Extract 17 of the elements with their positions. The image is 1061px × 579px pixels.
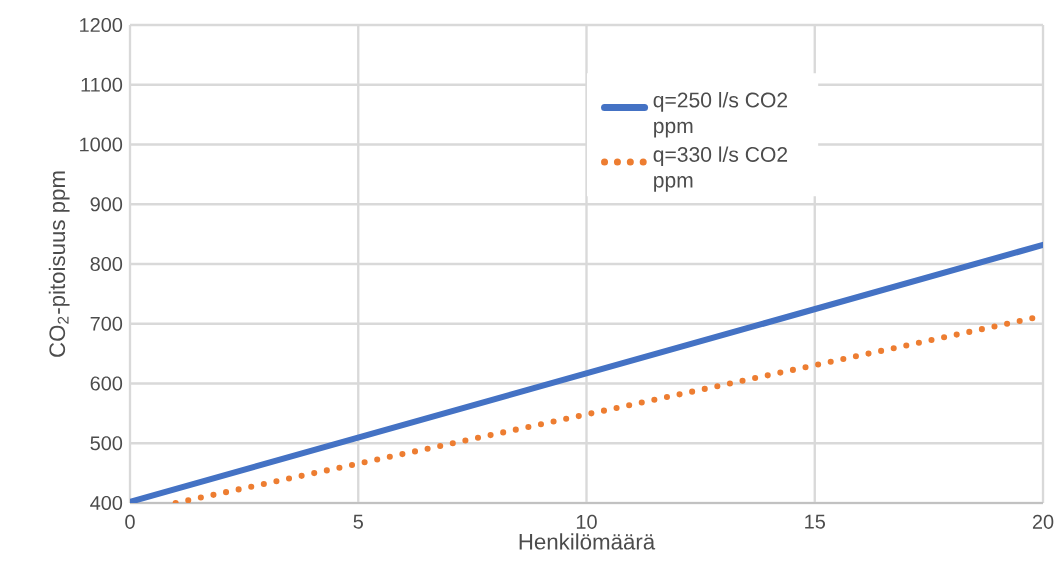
x-tick-label: 5 xyxy=(353,514,363,529)
y-tick-label: 1100 xyxy=(81,77,123,92)
x-tick-label: 20 xyxy=(1032,514,1054,529)
y-tick-label: 1000 xyxy=(80,137,123,152)
y-tick-label: 400 xyxy=(90,495,123,511)
y-tick-label: 600 xyxy=(90,376,123,391)
x-tick-label: 0 xyxy=(125,514,135,529)
x-tick-label: 15 xyxy=(805,514,826,529)
y-tick-label: 900 xyxy=(90,197,123,212)
y-tick-label: 800 xyxy=(90,256,123,272)
y-axis-title: CO$_{2}$-pitoisuus ppm xyxy=(48,171,70,357)
y-tick-label: 700 xyxy=(90,316,123,331)
y-tick-label: 1200 xyxy=(80,17,123,33)
x-axis-title: Henkilömäärä xyxy=(519,533,656,550)
legend-label: q=330 l/s CO2 ppm xyxy=(653,146,788,192)
x-tick-label: 10 xyxy=(576,514,597,529)
y-tick-label: 500 xyxy=(90,436,123,451)
